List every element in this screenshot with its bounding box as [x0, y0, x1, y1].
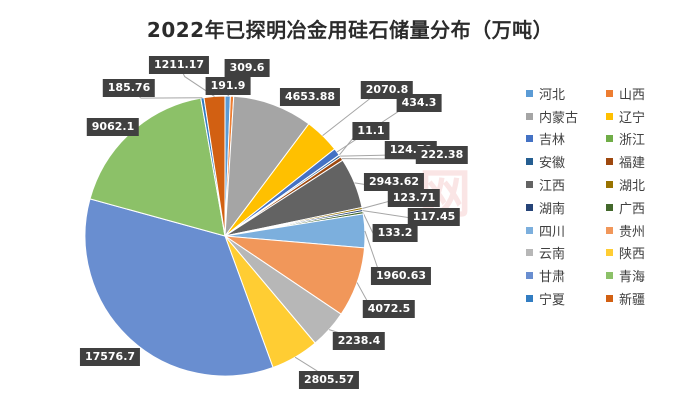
legend-item-11: 广西: [606, 196, 686, 219]
data-label-1: 191.9: [206, 77, 251, 95]
legend-swatch: [526, 204, 533, 211]
legend-item-18: 宁夏: [526, 287, 606, 310]
legend-label: 青海: [619, 266, 645, 285]
data-label-2: 4653.88: [280, 88, 340, 106]
data-label-0: 309.6: [225, 59, 270, 77]
legend-label: 福建: [619, 152, 645, 171]
legend-swatch: [606, 204, 613, 211]
legend-swatch: [526, 158, 533, 165]
legend-swatch: [526, 113, 533, 120]
legend-label: 辽宁: [619, 107, 645, 126]
legend-swatch: [526, 227, 533, 234]
legend-swatch: [606, 227, 613, 234]
data-label-5: 11.1: [352, 122, 389, 140]
legend: 河北 山西内蒙古 辽宁吉林 浙江安徽 福建江西 湖北湖南 广西四川 贵州云南 陕西甘肃 青海宁夏 新…: [526, 82, 696, 310]
legend-label: 陕西: [619, 243, 645, 262]
data-label-11: 133.2: [373, 224, 418, 242]
data-label-7: 222.38: [416, 146, 468, 164]
legend-label: 云南: [539, 243, 565, 262]
legend-label: 江西: [539, 175, 565, 194]
legend-item-12: 四川: [526, 219, 606, 242]
legend-item-6: 安徽: [526, 150, 606, 173]
data-label-4: 434.3: [397, 94, 442, 112]
legend-label: 宁夏: [539, 289, 565, 308]
legend-item-3: 辽宁: [606, 105, 686, 128]
legend-swatch: [526, 135, 533, 142]
data-label-19: 1211.17: [149, 56, 209, 74]
legend-item-17: 青海: [606, 264, 686, 287]
legend-item-10: 湖南: [526, 196, 606, 219]
data-label-15: 2805.57: [299, 371, 359, 389]
legend-item-13: 贵州: [606, 219, 686, 242]
legend-swatch: [606, 272, 613, 279]
legend-label: 广西: [619, 198, 645, 217]
legend-swatch: [526, 90, 533, 97]
legend-item-14: 云南: [526, 242, 606, 265]
legend-item-4: 吉林: [526, 128, 606, 151]
legend-item-7: 福建: [606, 150, 686, 173]
legend-swatch: [606, 90, 613, 97]
legend-swatch: [526, 249, 533, 256]
legend-swatch: [606, 295, 613, 302]
legend-label: 吉林: [539, 129, 565, 148]
legend-label: 山西: [619, 84, 645, 103]
legend-swatch: [526, 181, 533, 188]
legend-swatch: [606, 158, 613, 165]
legend-item-0: 河北: [526, 82, 606, 105]
legend-swatch: [606, 113, 613, 120]
legend-label: 四川: [539, 221, 565, 240]
data-label-9: 123.71: [388, 189, 440, 207]
data-label-18: 185.76: [103, 79, 155, 97]
data-label-16: 17576.7: [80, 348, 140, 366]
legend-swatch: [606, 135, 613, 142]
legend-item-19: 新疆: [606, 287, 686, 310]
legend-label: 河北: [539, 84, 565, 103]
legend-swatch: [606, 181, 613, 188]
data-label-13: 4072.5: [363, 300, 415, 318]
legend-item-16: 甘肃: [526, 264, 606, 287]
legend-item-9: 湖北: [606, 173, 686, 196]
data-label-14: 2238.4: [333, 332, 385, 350]
legend-item-15: 陕西: [606, 242, 686, 265]
legend-item-2: 内蒙古: [526, 105, 606, 128]
legend-label: 湖南: [539, 198, 565, 217]
data-label-12: 1960.63: [371, 267, 431, 285]
legend-swatch: [526, 272, 533, 279]
legend-label: 贵州: [619, 221, 645, 240]
legend-label: 湖北: [619, 175, 645, 194]
legend-label: 安徽: [539, 152, 565, 171]
legend-label: 内蒙古: [539, 107, 578, 126]
legend-label: 甘肃: [539, 266, 565, 285]
legend-item-8: 江西: [526, 173, 606, 196]
legend-item-1: 山西: [606, 82, 686, 105]
legend-label: 新疆: [619, 289, 645, 308]
legend-swatch: [606, 249, 613, 256]
legend-label: 浙江: [619, 129, 645, 148]
data-label-17: 9062.1: [87, 118, 139, 136]
legend-swatch: [526, 295, 533, 302]
legend-item-5: 浙江: [606, 128, 686, 151]
